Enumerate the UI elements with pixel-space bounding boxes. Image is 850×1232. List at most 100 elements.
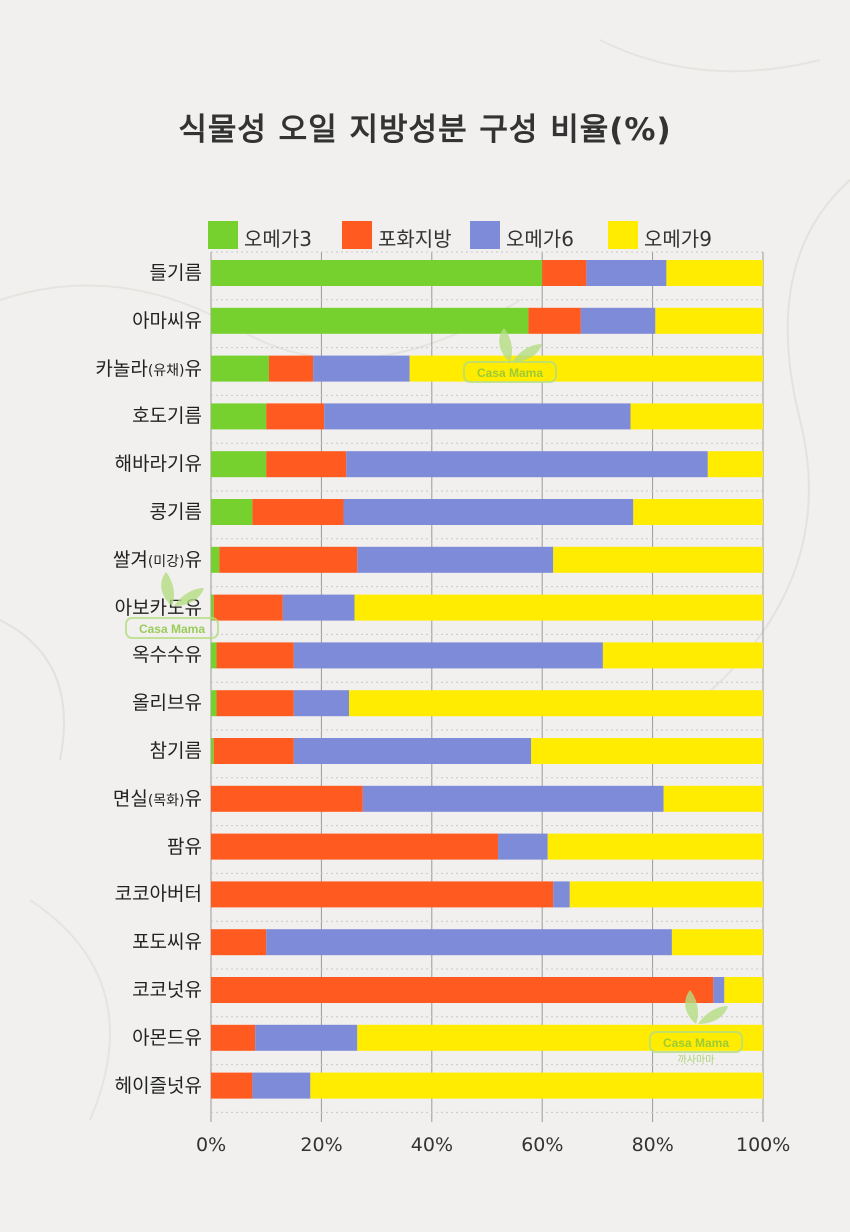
category-label-sub: (유채): [147, 362, 185, 379]
bar-segment: [569, 881, 763, 908]
category-label-main: 쌀겨: [112, 548, 148, 571]
legend-label-omega6: 오메가6: [506, 227, 574, 251]
category-label: 면실(목화)유: [113, 785, 202, 815]
bar-segment: [211, 499, 253, 525]
bar-segment: [528, 307, 581, 334]
bar-segment: [211, 403, 267, 430]
bar-segment: [580, 307, 656, 334]
category-label-sub: (목화): [147, 792, 185, 809]
category-label-tail: 유: [184, 357, 202, 380]
bar-segment: [343, 499, 634, 525]
bar-segment: [713, 977, 725, 1003]
bar-segment: [252, 499, 344, 525]
bar-segment: [211, 833, 499, 860]
bar-segment: [354, 594, 763, 621]
category-label: 올리브유: [132, 689, 202, 717]
legend-label-saturated: 포화지방: [378, 227, 452, 251]
bar-segment: [213, 594, 283, 621]
category-label: 헤이즐넛유: [115, 1072, 202, 1100]
legend-label-omega9: 오메가9: [644, 227, 712, 251]
category-label: 아몬드유: [132, 1024, 202, 1052]
bar-segment: [666, 260, 763, 286]
x-tick-label: 40%: [410, 1134, 454, 1156]
bar-segment: [409, 355, 763, 382]
category-label: 카놀라(유채)유: [95, 355, 202, 385]
legend-swatch-omega6: [470, 221, 500, 249]
bar-segment: [211, 451, 267, 478]
bar-segment: [211, 1072, 253, 1099]
category-label-main: 들기름: [149, 262, 202, 284]
bar-segment: [553, 881, 570, 908]
x-tick-label: 20%: [300, 1134, 343, 1156]
bar-segment: [211, 260, 543, 286]
category-label-main: 코코아버터: [114, 883, 202, 906]
bar-segment: [211, 977, 714, 1003]
bar-segment: [663, 785, 763, 812]
bar-segment: [216, 642, 294, 669]
category-label-main: 아보카도유: [114, 596, 202, 619]
category-label-main: 올리브유: [132, 692, 202, 715]
x-tick-label: 60%: [521, 1134, 564, 1156]
x-tick-label: 80%: [631, 1134, 674, 1156]
bar-segment: [346, 451, 708, 478]
bar-segment: [630, 403, 763, 430]
bar-segment: [655, 307, 763, 334]
bar-segment: [707, 451, 763, 478]
bar-segment: [724, 977, 763, 1003]
category-label-main: 참기름: [149, 740, 202, 762]
chart-title: 식물성 오일 지방성분 구성 비율(%): [178, 112, 672, 148]
x-tick-label: 0%: [196, 1134, 227, 1156]
bar-segment: [531, 738, 763, 764]
bar-segment: [293, 690, 349, 717]
bar-segment: [362, 785, 664, 812]
bar-segment: [282, 594, 355, 621]
bar-segment: [211, 355, 269, 382]
category-label-main: 아마씨유: [132, 309, 202, 332]
bar-segment: [211, 738, 214, 764]
bar-segment: [293, 642, 603, 669]
bar-segment: [542, 260, 587, 286]
category-label: 코코아버터: [115, 880, 202, 908]
bar-segment: [211, 785, 363, 812]
bar-segment: [266, 403, 325, 430]
category-label: 아보카도유: [115, 594, 202, 622]
bar-segment: [211, 594, 214, 621]
bar-segment: [216, 690, 294, 717]
bar-segment: [266, 451, 347, 478]
bar-segment: [293, 738, 532, 764]
bar-segment: [211, 1024, 256, 1051]
category-label: 쌀겨(미강)유: [113, 546, 202, 576]
bar-segment: [219, 546, 358, 573]
bar-segment: [211, 642, 217, 669]
category-label-main: 콩기름: [149, 501, 202, 523]
category-label: 팜유: [167, 833, 202, 861]
category-label-main: 면실: [112, 787, 148, 810]
legend-swatch-omega3: [208, 221, 238, 249]
bar-segment: [211, 690, 217, 717]
legend: 오메가3 포화지방 오메가6 오메가9: [208, 219, 768, 253]
bar-segment: [324, 403, 631, 430]
bar-segment: [357, 546, 554, 573]
bar-segment: [211, 881, 554, 908]
category-label: 해바라기유: [115, 450, 202, 478]
category-label-tail: 유: [184, 548, 202, 571]
category-label: 아마씨유: [132, 307, 202, 335]
bar-segment: [255, 1024, 358, 1051]
bar-segment: [213, 738, 294, 764]
category-label: 코코넛유: [132, 976, 202, 1004]
category-label: 콩기름: [150, 498, 202, 526]
category-label: 옥수수유: [132, 641, 202, 669]
bar-segment: [586, 260, 667, 286]
category-label-sub: (미강): [147, 553, 185, 570]
bar-segment: [602, 642, 763, 669]
bar-segment: [547, 833, 763, 860]
category-label-main: 코코넛유: [132, 979, 202, 1001]
category-label: 호도기름: [132, 402, 202, 430]
bar-segment: [310, 1072, 763, 1099]
category-label-main: 팜유: [167, 835, 202, 858]
category-label-main: 헤이즐넛유: [114, 1074, 202, 1097]
legend-swatch-omega9: [608, 221, 638, 249]
category-label: 포도씨유: [132, 928, 202, 956]
bar-segment: [211, 929, 267, 956]
category-label-main: 아몬드유: [132, 1026, 202, 1049]
